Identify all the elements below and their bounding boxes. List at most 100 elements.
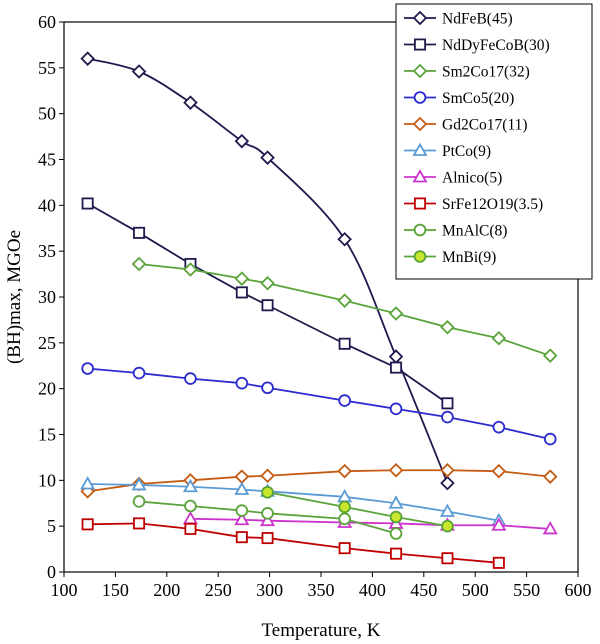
data-point [441, 397, 454, 410]
series-3 [81, 362, 557, 446]
legend-entry: NdFeB(45) [404, 11, 513, 28]
data-point [542, 521, 558, 535]
series-line [87, 367, 551, 440]
data-point [131, 477, 147, 491]
legend-entry: NdDyFeCoB(30) [404, 37, 550, 54]
series-2 [131, 256, 558, 363]
data-point [542, 348, 558, 363]
y-tick-label: 40 [38, 195, 56, 215]
data-point [80, 476, 96, 490]
y-tick-label: 60 [38, 12, 56, 32]
series-7 [81, 517, 505, 569]
data-point [260, 468, 275, 484]
data-point [184, 499, 197, 513]
data-point [184, 372, 197, 385]
series-line [267, 491, 448, 528]
legend-entry: Gd2Co17(11) [404, 117, 528, 134]
data-point [131, 256, 147, 272]
x-axis-title: Temperature, K [262, 620, 381, 641]
data-point [131, 64, 147, 79]
data-point [388, 306, 404, 321]
axes: 100 150 200 250 300 350 400 450 500 550 600 0 5 10 15 2… [38, 12, 592, 600]
x-tick-label: 300 [256, 580, 283, 600]
data-point [133, 517, 146, 530]
data-point [388, 495, 404, 509]
data-point [261, 507, 274, 520]
data-point [441, 410, 454, 424]
x-tick-label: 550 [513, 580, 540, 600]
data-point [234, 271, 250, 286]
data-point [132, 495, 146, 508]
data-point [261, 532, 274, 545]
data-point [182, 478, 198, 493]
legend-entry: PtCo(9) [404, 142, 491, 160]
legend-marker [413, 38, 426, 51]
data-point [235, 531, 248, 544]
y-tick-label: 55 [38, 58, 56, 78]
data-point [183, 262, 198, 277]
data-point [261, 381, 274, 395]
series-line [87, 57, 449, 484]
series-line [87, 469, 551, 493]
y-tick-label: 0 [47, 562, 56, 582]
y-tick-label: 15 [38, 425, 56, 445]
legend-marker [412, 116, 428, 132]
data-point [184, 522, 197, 535]
data-point [389, 402, 403, 416]
legend-entry: SrFe12O19(3.5) [404, 196, 543, 213]
legend-label: MnBi(9) [442, 249, 496, 266]
legend-label: Sm2Co17(32) [442, 64, 530, 81]
legend-marker [412, 63, 428, 79]
data-point [81, 197, 94, 210]
y-tick-label: 5 [47, 516, 56, 536]
legend: NdFeB(45) NdDyFeCoB(30) Sm2Co17(32) SmCo5(2… [395, 3, 593, 280]
legend-marker [413, 91, 427, 104]
x-tick-label: 450 [410, 580, 437, 600]
data-point [338, 394, 351, 407]
legend-label: Alnico(5) [442, 170, 502, 187]
x-tick-label: 100 [51, 580, 78, 600]
x-tick-label: 250 [205, 580, 232, 600]
data-point [543, 432, 557, 446]
data-point [235, 286, 248, 299]
legend-marker [413, 250, 427, 263]
data-point [338, 500, 351, 514]
data-point [337, 231, 352, 247]
data-point [132, 366, 146, 380]
data-point [492, 420, 506, 434]
series-0 [80, 51, 455, 491]
data-point [440, 475, 455, 491]
data-point [390, 361, 403, 374]
data-point [440, 462, 455, 478]
data-point [389, 527, 403, 540]
data-point [235, 504, 249, 517]
y-tick-label: 25 [38, 333, 56, 353]
data-point [441, 552, 454, 565]
legend-marker [412, 142, 428, 156]
data-point [388, 349, 404, 364]
data-point [439, 503, 455, 517]
series-8 [132, 495, 403, 540]
x-tick-label: 400 [359, 580, 386, 600]
data-point [234, 469, 250, 484]
y-tick-label: 30 [38, 287, 56, 307]
data-point [261, 299, 274, 312]
data-point [234, 481, 250, 495]
legend-entry: MnAlC(8) [404, 223, 507, 240]
data-point [234, 511, 250, 526]
x-tick-label: 200 [153, 580, 180, 600]
legend-label: NdFeB(45) [442, 11, 513, 28]
series-layer [80, 51, 558, 569]
data-point [441, 519, 454, 533]
legend-label: PtCo(9) [442, 143, 491, 160]
data-point [235, 376, 249, 390]
data-point [390, 547, 403, 560]
legend-label: SmCo5(20) [442, 90, 514, 107]
y-tick-label: 20 [38, 379, 56, 399]
legend-marker [413, 223, 427, 237]
legend-box [395, 3, 593, 280]
data-point [234, 133, 250, 149]
legend-label: SrFe12O19(3.5) [442, 196, 543, 213]
series-9 [261, 485, 454, 533]
